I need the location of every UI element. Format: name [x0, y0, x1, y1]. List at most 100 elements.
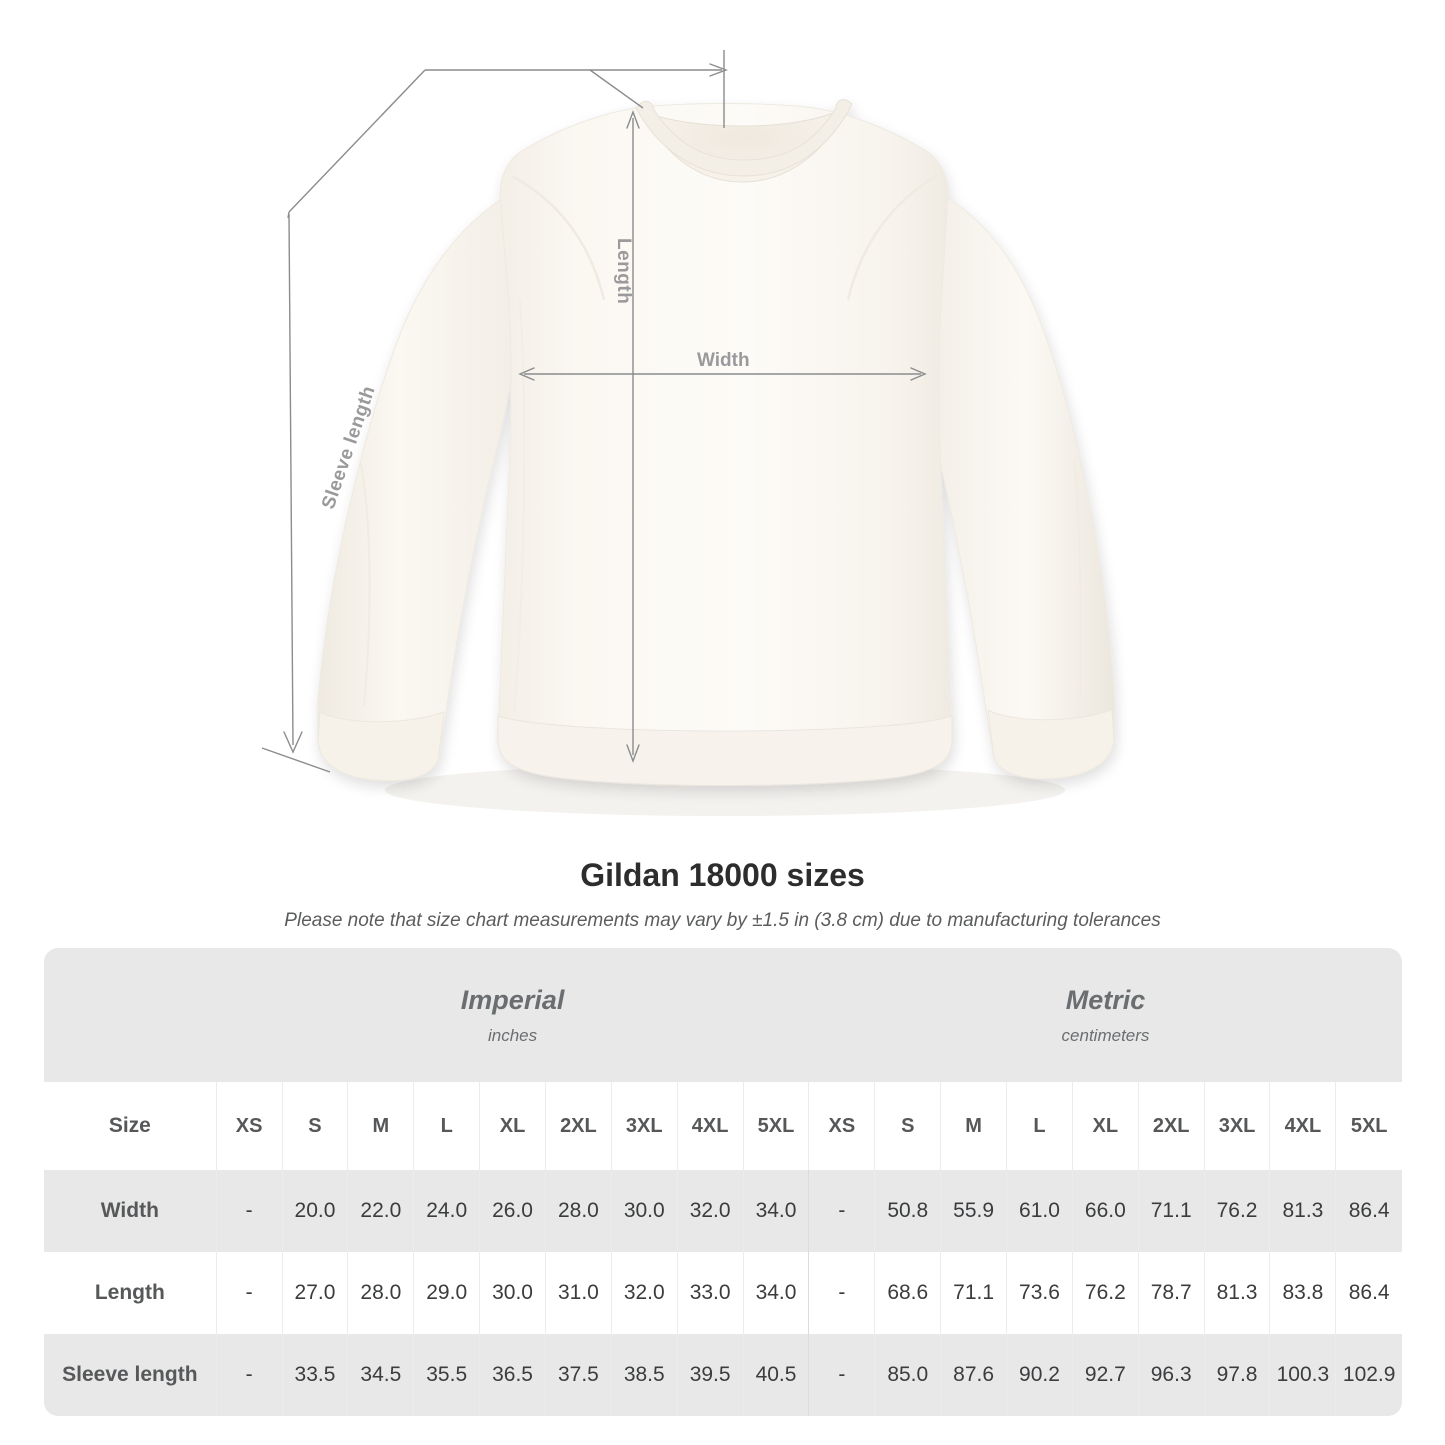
cell-length-imperial-m: 28.0 [347, 1252, 414, 1334]
cell-width-metric-xl: 66.0 [1071, 1170, 1139, 1252]
size-column-header-metric-m: M [940, 1082, 1007, 1170]
size-column-header-metric-s: S [874, 1082, 941, 1170]
cell-length-imperial-4xl: 33.0 [676, 1252, 744, 1334]
metric-title: Metric [1065, 984, 1146, 1015]
cell-sleeve-length-imperial-3xl: 38.5 [610, 1334, 678, 1416]
cell-length-metric-xs: - [808, 1252, 875, 1334]
cell-width-metric-2xl: 71.1 [1137, 1170, 1205, 1252]
size-column-header-imperial-l: L [413, 1082, 480, 1170]
size-column-header-imperial-s: S [281, 1082, 348, 1170]
metric-system-header: Metric centimeters [808, 948, 1402, 1082]
cell-width-metric-xs: - [808, 1170, 875, 1252]
cell-width-metric-3xl: 76.2 [1203, 1170, 1270, 1252]
table-body: Width -20.0 22.0 24.0 26.0 28.0 30.0 32.0 34.0-5… [44, 1170, 1402, 1416]
cell-length-imperial-s: 27.0 [281, 1252, 348, 1334]
right-shoulder-seam [846, 174, 937, 301]
size-column-header-metric-2xl: 2XL [1137, 1082, 1205, 1170]
cell-width-imperial-2xl: 28.0 [544, 1170, 612, 1252]
fold-right [924, 299, 937, 713]
imperial-system-header: Imperial inches [216, 948, 809, 1082]
table-row: Sleeve length -33.5 34.5 35.5 36.5 37.5 38.5 39… [44, 1334, 1402, 1416]
sweatshirt-diagram [261, 50, 1115, 816]
size-chart-table: Imperial inches Metric centimeters Size … [44, 948, 1402, 1416]
cell-width-imperial-s: 20.0 [281, 1170, 348, 1252]
cell-length-imperial-2xl: 31.0 [544, 1252, 612, 1334]
cell-sleeve-length-metric-l: 90.2 [1006, 1334, 1073, 1416]
row-label-sleeve-length: Sleeve length [44, 1334, 217, 1416]
cell-sleeve-length-imperial-4xl: 39.5 [676, 1334, 744, 1416]
cell-length-metric-3xl: 81.3 [1203, 1252, 1270, 1334]
row-label-length: Length [44, 1252, 217, 1334]
size-column-header-metric-l: L [1006, 1082, 1073, 1170]
cell-length-metric-xl: 76.2 [1071, 1252, 1139, 1334]
page-title: Gildan 18000 sizes [580, 857, 865, 893]
bottom-hem [497, 715, 953, 786]
length-arrow-top [626, 110, 640, 129]
cell-width-imperial-l: 24.0 [413, 1170, 480, 1252]
unit-system-header-row: Imperial inches Metric centimeters [44, 948, 1402, 1082]
table-row: Width -20.0 22.0 24.0 26.0 28.0 30.0 32.0 34.0-5… [44, 1170, 1402, 1252]
size-column-header-imperial-3xl: 3XL [610, 1082, 678, 1170]
width-arrow-left [518, 367, 535, 381]
cell-width-imperial-xl: 26.0 [479, 1170, 546, 1252]
imperial-title: Imperial [460, 984, 565, 1015]
sleeve-leader-neck [645, 70, 720, 103]
cell-width-imperial-5xl: 34.0 [742, 1170, 809, 1252]
cell-width-metric-m: 55.9 [940, 1170, 1007, 1252]
sleeve-baseline-tick [261, 747, 331, 773]
left-shoulder-seam [511, 174, 606, 301]
collar-rib [635, 99, 853, 177]
cell-sleeve-length-metric-3xl: 97.8 [1203, 1334, 1270, 1416]
fold-sleeve-left [359, 459, 371, 707]
cell-width-imperial-4xl: 32.0 [676, 1170, 744, 1252]
garment-illustration-panel: Length Width Sleeve length [261, 50, 1115, 816]
width-arrow-right [910, 367, 927, 381]
tolerance-note: Please note that size chart measurements… [284, 910, 1161, 931]
body-front [497, 103, 953, 786]
width-measure-label: Width [697, 350, 750, 371]
cell-sleeve-length-imperial-2xl: 37.5 [544, 1334, 612, 1416]
cell-sleeve-length-metric-xs: - [808, 1334, 875, 1416]
cell-length-imperial-5xl: 34.0 [742, 1252, 809, 1334]
unit-header-spacer [44, 948, 217, 1082]
cell-width-metric-4xl: 81.3 [1269, 1170, 1336, 1252]
cell-length-metric-l: 73.6 [1006, 1252, 1073, 1334]
cell-width-imperial-3xl: 30.0 [610, 1170, 678, 1252]
size-column-header-imperial-m: M [347, 1082, 414, 1170]
cell-length-metric-5xl: 86.4 [1335, 1252, 1402, 1334]
cell-sleeve-length-metric-s: 85.0 [874, 1334, 941, 1416]
cell-width-metric-l: 61.0 [1006, 1170, 1073, 1252]
cell-length-imperial-l: 29.0 [413, 1252, 480, 1334]
size-column-header-row: Size XS S M L XL 2XL 3XL 4XL 5XL XS S M L XL 2XL 3XL 4XL… [44, 1082, 1402, 1170]
size-column-header-metric-5xl: 5XL [1335, 1082, 1402, 1170]
cell-sleeve-length-metric-5xl: 102.9 [1335, 1334, 1402, 1416]
sleeve-upper-diagonal [288, 69, 426, 213]
fold-left [513, 299, 526, 713]
left-cuff [317, 711, 445, 782]
size-column-header-metric-xl: XL [1071, 1082, 1139, 1170]
cell-sleeve-length-metric-4xl: 100.3 [1269, 1334, 1336, 1416]
cell-length-imperial-3xl: 32.0 [610, 1252, 678, 1334]
top-reference-arrow [709, 63, 728, 77]
cell-sleeve-length-metric-2xl: 96.3 [1137, 1334, 1205, 1416]
cell-sleeve-length-metric-xl: 92.7 [1071, 1334, 1139, 1416]
cell-width-imperial-xs: - [215, 1170, 283, 1252]
size-column-header-imperial-2xl: 2XL [544, 1082, 612, 1170]
length-arrow-bottom [626, 744, 640, 763]
cell-sleeve-length-imperial-l: 35.5 [413, 1334, 480, 1416]
cell-width-metric-s: 50.8 [874, 1170, 941, 1252]
cell-sleeve-length-imperial-5xl: 40.5 [742, 1334, 809, 1416]
size-chart-table-container: Imperial inches Metric centimeters Size … [44, 948, 1402, 1416]
sleeve-length-line [288, 213, 294, 746]
size-column-header-imperial-xl: XL [479, 1082, 546, 1170]
length-measure-label: Length [613, 238, 634, 305]
chart-title-block: Gildan 18000 sizes Please note that size… [0, 845, 1445, 932]
left-sleeve [317, 199, 521, 782]
cell-length-metric-4xl: 83.8 [1269, 1252, 1336, 1334]
imperial-unit: inches [488, 1026, 538, 1046]
cell-sleeve-length-imperial-xs: - [215, 1334, 283, 1416]
cell-sleeve-length-imperial-m: 34.5 [347, 1334, 414, 1416]
fold-sleeve-right [1073, 459, 1082, 701]
size-header-label: Size [44, 1082, 217, 1170]
size-column-header-imperial-xs: XS [215, 1082, 283, 1170]
